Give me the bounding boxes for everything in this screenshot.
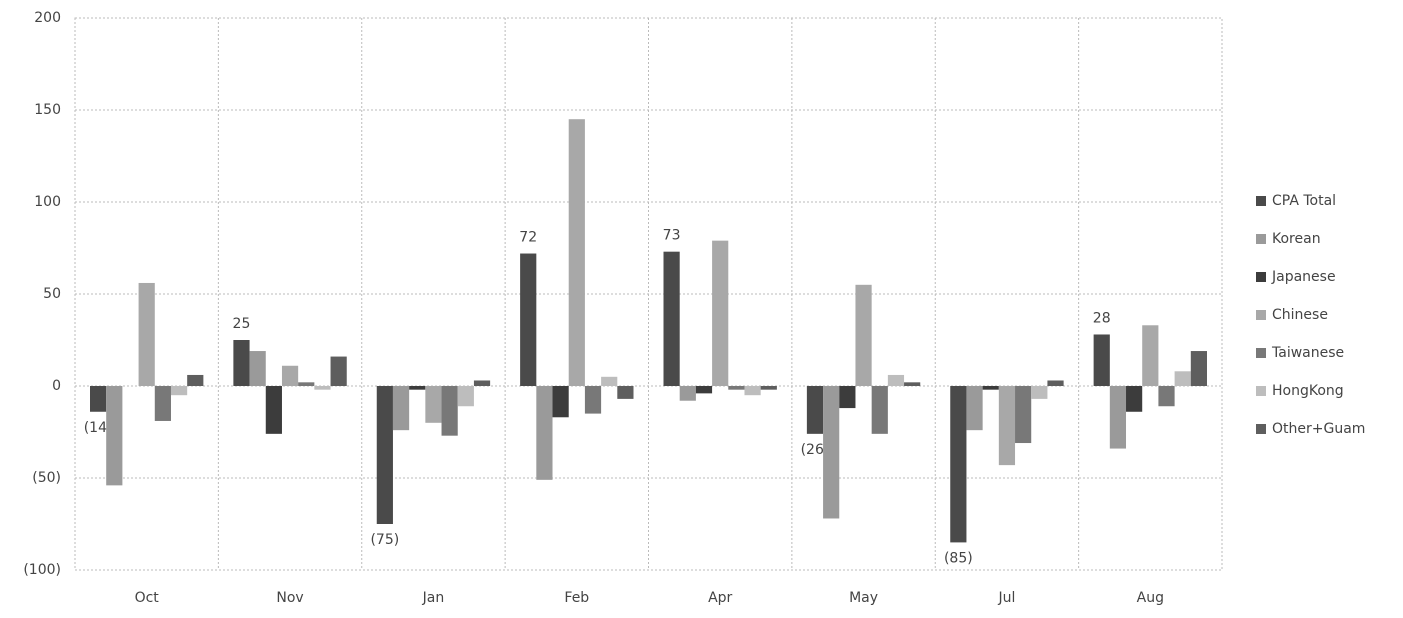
bar — [887, 374, 905, 386]
bar — [330, 356, 347, 386]
y-tick-label: (50) — [32, 470, 61, 486]
data-label: (26) — [801, 442, 830, 458]
bar — [568, 119, 585, 386]
bar — [1158, 386, 1175, 407]
bar — [744, 386, 761, 396]
bar — [584, 386, 602, 414]
legend-label: Chinese — [1272, 307, 1328, 323]
bar — [138, 282, 155, 386]
x-tick-label: May — [849, 590, 878, 606]
bar — [823, 386, 840, 519]
bar — [712, 240, 729, 386]
bar — [425, 386, 442, 423]
x-tick-label: Apr — [708, 590, 732, 606]
bar — [1031, 386, 1048, 399]
bar — [679, 386, 696, 401]
bar — [520, 253, 537, 386]
bar — [695, 386, 713, 394]
bar — [1190, 351, 1207, 386]
bar — [170, 386, 188, 396]
bar — [1142, 325, 1159, 386]
bar — [904, 382, 921, 386]
bar — [950, 386, 967, 543]
bar — [409, 386, 426, 390]
bar — [1109, 386, 1127, 449]
legend-label: CPA Total — [1272, 193, 1336, 209]
legend-swatch — [1256, 272, 1266, 282]
bar — [376, 386, 393, 524]
bar — [281, 365, 299, 386]
data-label: 28 — [1093, 310, 1111, 326]
legend-swatch — [1256, 424, 1266, 434]
y-tick-label: 200 — [34, 10, 61, 26]
bar — [601, 376, 618, 386]
legend-swatch — [1256, 196, 1266, 206]
x-tick-label: Feb — [564, 590, 589, 606]
data-label: (75) — [370, 532, 399, 548]
data-label: 25 — [233, 316, 251, 332]
bar — [441, 386, 458, 436]
bar — [106, 386, 123, 486]
legend-swatch — [1256, 386, 1266, 396]
bar — [536, 386, 553, 480]
bar — [760, 386, 777, 390]
legend-swatch — [1256, 348, 1266, 358]
x-tick-label: Nov — [276, 590, 303, 606]
bar — [552, 386, 569, 418]
x-tick-label: Aug — [1137, 590, 1164, 606]
bar — [1093, 334, 1110, 386]
y-tick-label: 50 — [43, 286, 61, 302]
bar — [806, 386, 824, 434]
x-tick-label: Jan — [422, 590, 445, 606]
data-label: 72 — [519, 230, 537, 246]
y-tick-label: 100 — [34, 194, 61, 210]
bar — [617, 386, 634, 399]
data-label: 73 — [663, 228, 681, 244]
bar — [314, 386, 331, 390]
bar — [249, 351, 266, 386]
bar — [187, 374, 204, 386]
bar — [1015, 386, 1032, 444]
y-tick-label: (100) — [23, 562, 61, 578]
bar — [855, 284, 872, 386]
bar — [839, 386, 856, 409]
bar — [265, 386, 282, 434]
bar — [998, 386, 1016, 466]
bar — [457, 386, 474, 407]
legend-label: Taiwanese — [1271, 345, 1344, 361]
legend-label: HongKong — [1272, 383, 1344, 399]
legend-swatch — [1256, 310, 1266, 320]
y-tick-label: 150 — [34, 102, 61, 118]
bar — [1174, 371, 1191, 386]
y-tick-label: 0 — [52, 378, 61, 394]
bar — [966, 386, 983, 431]
bar — [392, 386, 410, 431]
bar — [90, 386, 107, 412]
bar — [871, 386, 888, 434]
bar — [1047, 380, 1064, 386]
data-label: (14) — [84, 420, 113, 436]
x-tick-label: Oct — [135, 590, 160, 606]
legend-swatch — [1256, 234, 1266, 244]
bar — [473, 380, 491, 386]
bar — [728, 386, 745, 390]
bar — [663, 251, 680, 386]
data-label: (85) — [944, 550, 973, 566]
legend-label: Japanese — [1271, 269, 1336, 285]
legend-label: Other+Guam — [1272, 421, 1365, 437]
bar — [233, 340, 250, 386]
legend-label: Korean — [1272, 231, 1321, 247]
x-tick-label: Jul — [997, 590, 1015, 606]
bar — [1126, 386, 1143, 412]
bar — [982, 386, 999, 390]
bar — [154, 386, 171, 421]
bar — [298, 382, 315, 386]
